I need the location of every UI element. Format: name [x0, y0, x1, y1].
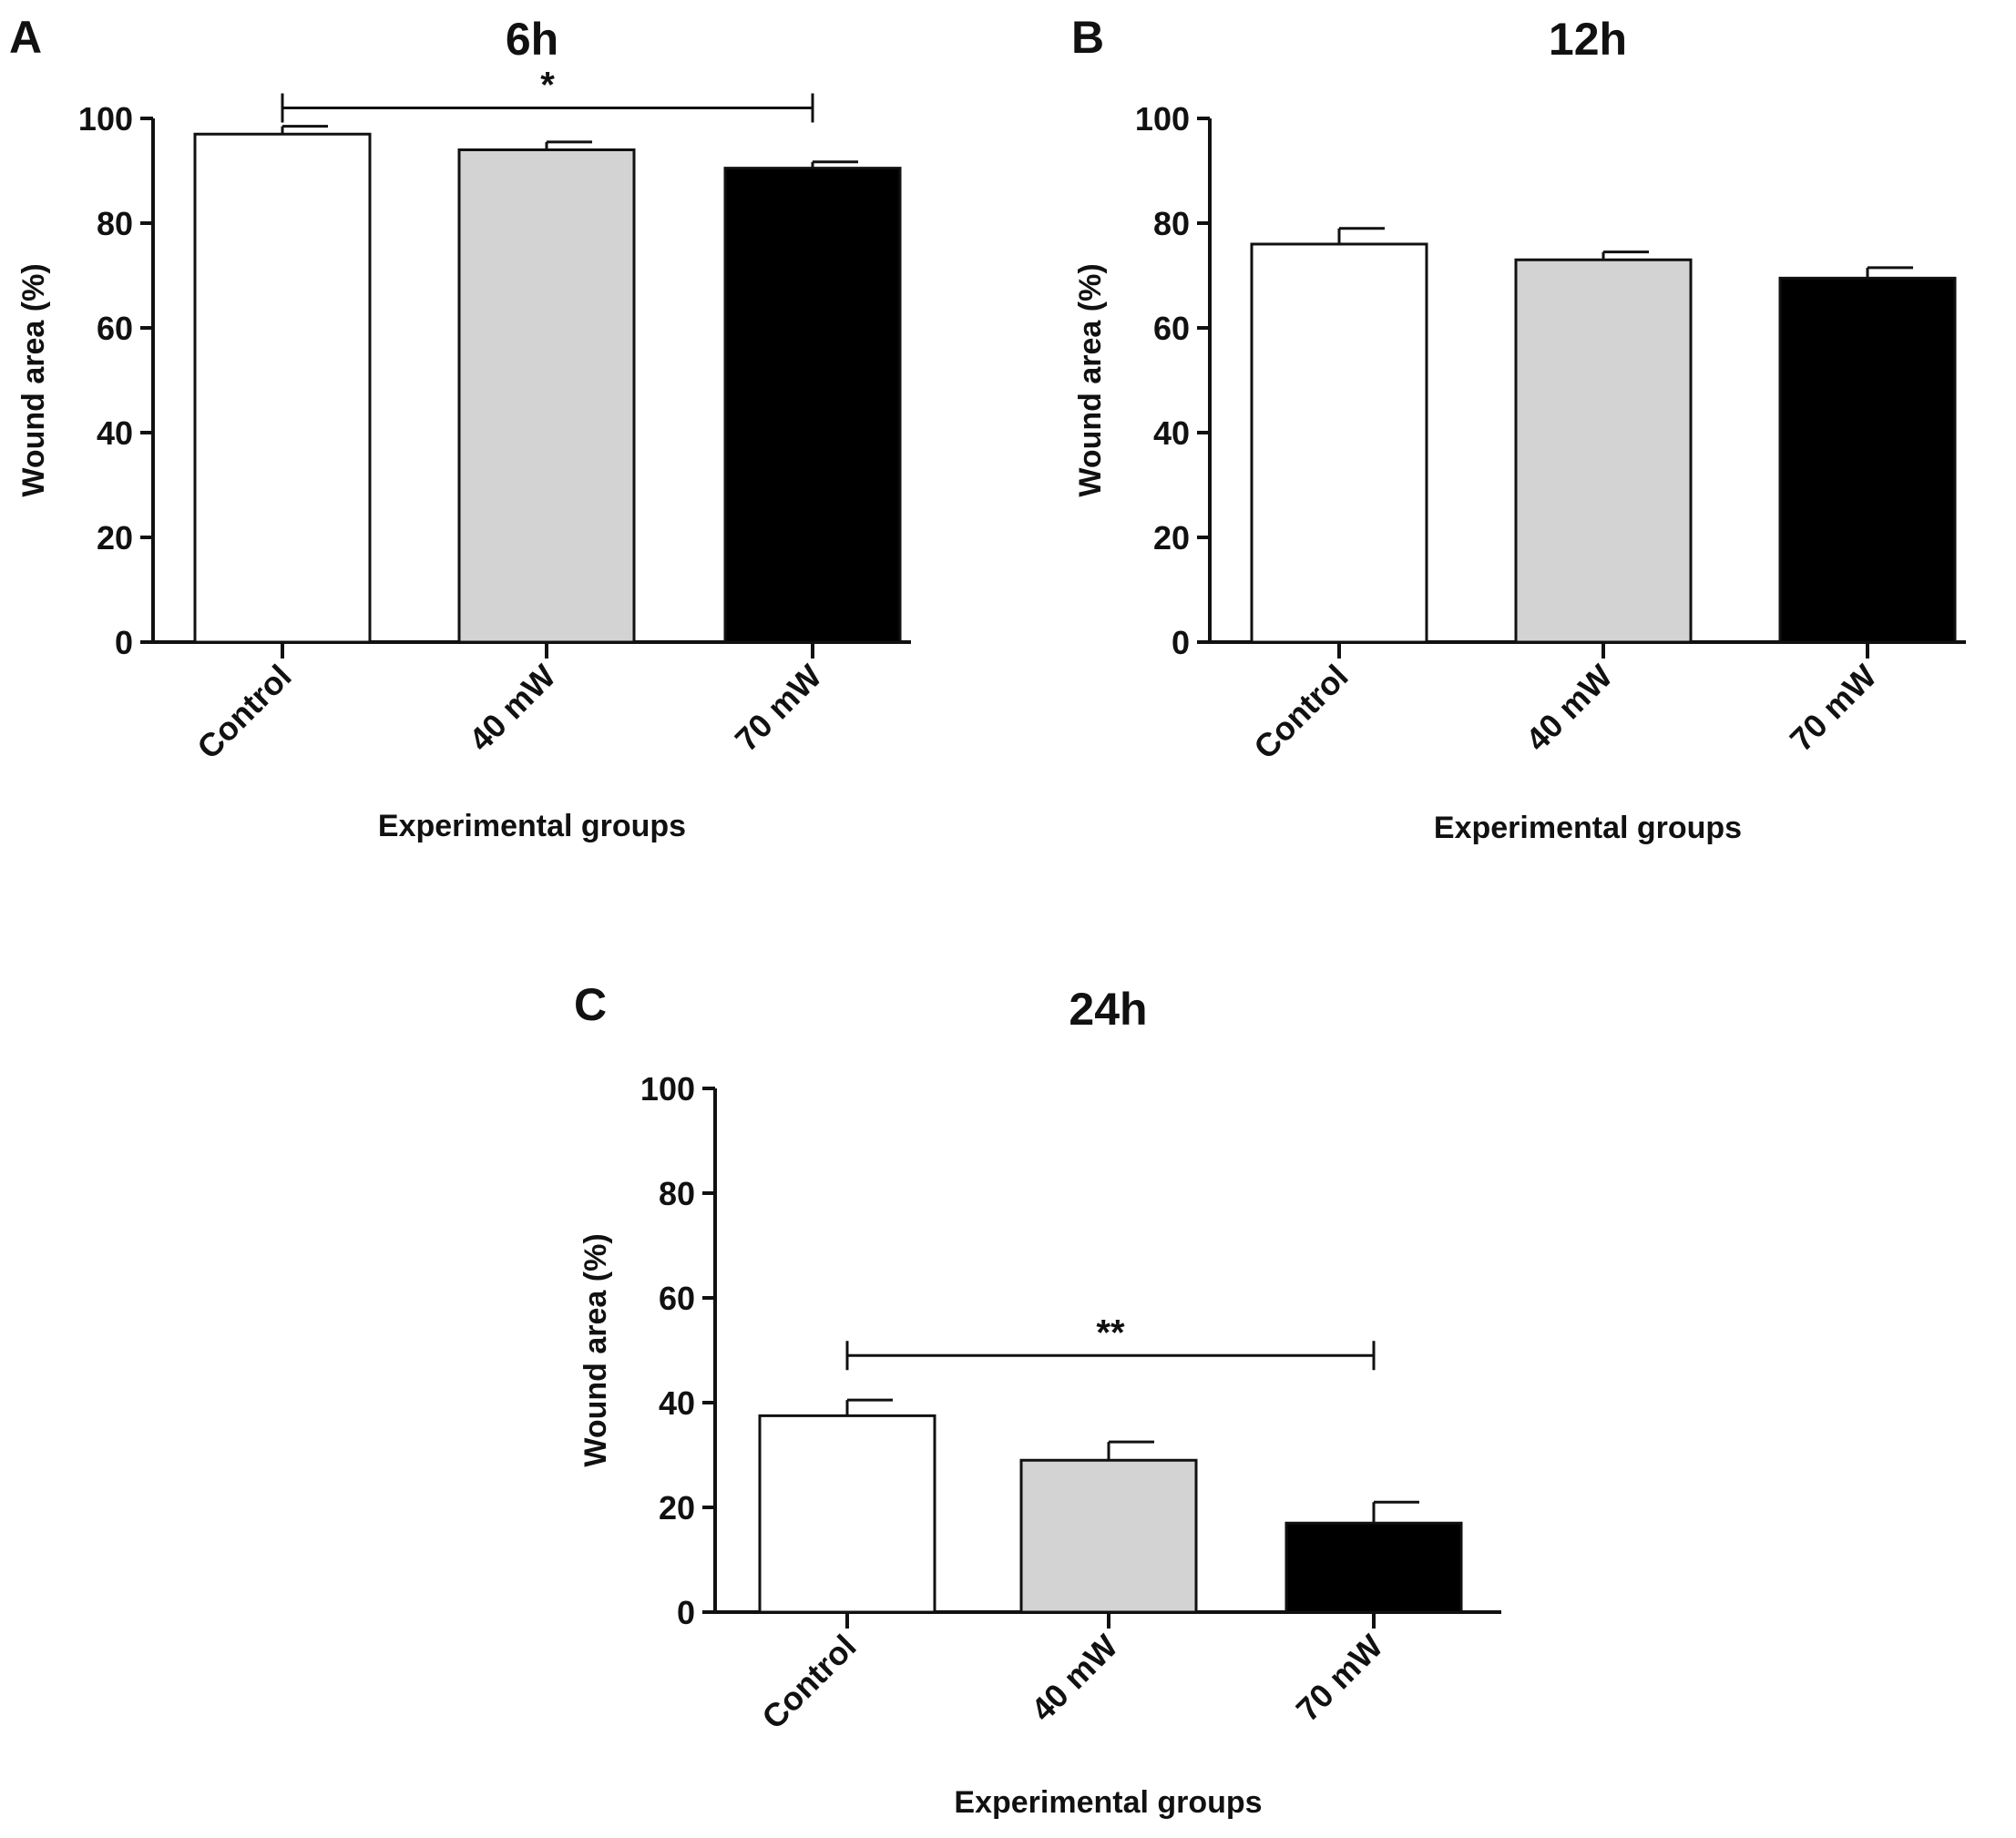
bar-70-mw — [1284, 1521, 1463, 1614]
y-tick-label: 60 — [1153, 310, 1190, 347]
bar-40-mw — [457, 148, 636, 644]
x-tick-label: Control — [754, 1628, 863, 1736]
y-tick-label: 20 — [1153, 519, 1190, 557]
y-tick-label: 40 — [659, 1384, 695, 1422]
y-tick-label: 0 — [115, 624, 133, 661]
bar-70-mw — [723, 167, 902, 644]
y-axis-title: Wound area (%) — [16, 263, 51, 496]
panel-letter: A — [9, 12, 42, 63]
chart-panel-c: C 24h 0 20 40 60 80 100 Control 40 mW 70 mW ** Wound… — [574, 979, 1501, 1820]
y-axis-title: Wound area (%) — [1073, 263, 1108, 496]
x-axis-title: Experimental groups — [954, 1785, 1262, 1820]
x-tick-label: 40 mW — [462, 658, 563, 759]
bar-control — [1250, 242, 1428, 644]
y-tick-label: 100 — [640, 1070, 695, 1108]
x-tick-label: 40 mW — [1024, 1628, 1125, 1729]
chart-title: 6h — [506, 14, 558, 65]
bar-40-mw — [1019, 1458, 1198, 1614]
y-tick-label: 100 — [78, 100, 133, 138]
bar-70-mw — [1778, 276, 1957, 644]
bar-40-mw — [1514, 258, 1693, 644]
y-tick-label: 60 — [659, 1280, 695, 1317]
y-tick-label: 80 — [1153, 205, 1190, 242]
y-tick-label: 80 — [659, 1175, 695, 1212]
x-tick-label: Control — [189, 658, 298, 766]
x-tick-label: 70 mW — [1289, 1628, 1390, 1729]
bar-control — [758, 1414, 936, 1614]
x-tick-label: Control — [1246, 658, 1355, 766]
y-tick-label: 80 — [97, 205, 133, 242]
chart-title: 24h — [1069, 984, 1147, 1035]
x-axis-title: Experimental groups — [1434, 811, 1742, 845]
y-axis-title: Wound area (%) — [578, 1233, 613, 1466]
x-tick-label: 40 mW — [1519, 658, 1620, 759]
y-tick-label: 20 — [97, 519, 133, 557]
x-tick-label: 70 mW — [728, 658, 829, 759]
chart-panel-a: A 6h 0 20 40 60 80 100 Control 40 mW 70 mW * Wound a… — [9, 12, 911, 843]
y-tick-label: 100 — [1135, 100, 1190, 138]
bar-control — [193, 132, 372, 644]
y-tick-label: 20 — [659, 1489, 695, 1527]
x-axis-title: Experimental groups — [378, 809, 686, 843]
y-tick-label: 40 — [97, 414, 133, 452]
panel-letter: C — [574, 979, 607, 1030]
y-tick-label: 40 — [1153, 414, 1190, 452]
x-tick-label: 70 mW — [1783, 658, 1884, 759]
significance-label: * — [540, 66, 555, 106]
panel-letter: B — [1071, 12, 1104, 63]
chart-panel-b: B 12h 0 20 40 60 80 100 Control 40 mW 70 mW Wound a… — [1071, 12, 1966, 845]
y-tick-label: 0 — [1172, 624, 1190, 661]
significance-label: ** — [1096, 1312, 1125, 1353]
y-tick-label: 60 — [97, 310, 133, 347]
y-tick-label: 0 — [677, 1594, 695, 1631]
chart-title: 12h — [1549, 14, 1627, 65]
